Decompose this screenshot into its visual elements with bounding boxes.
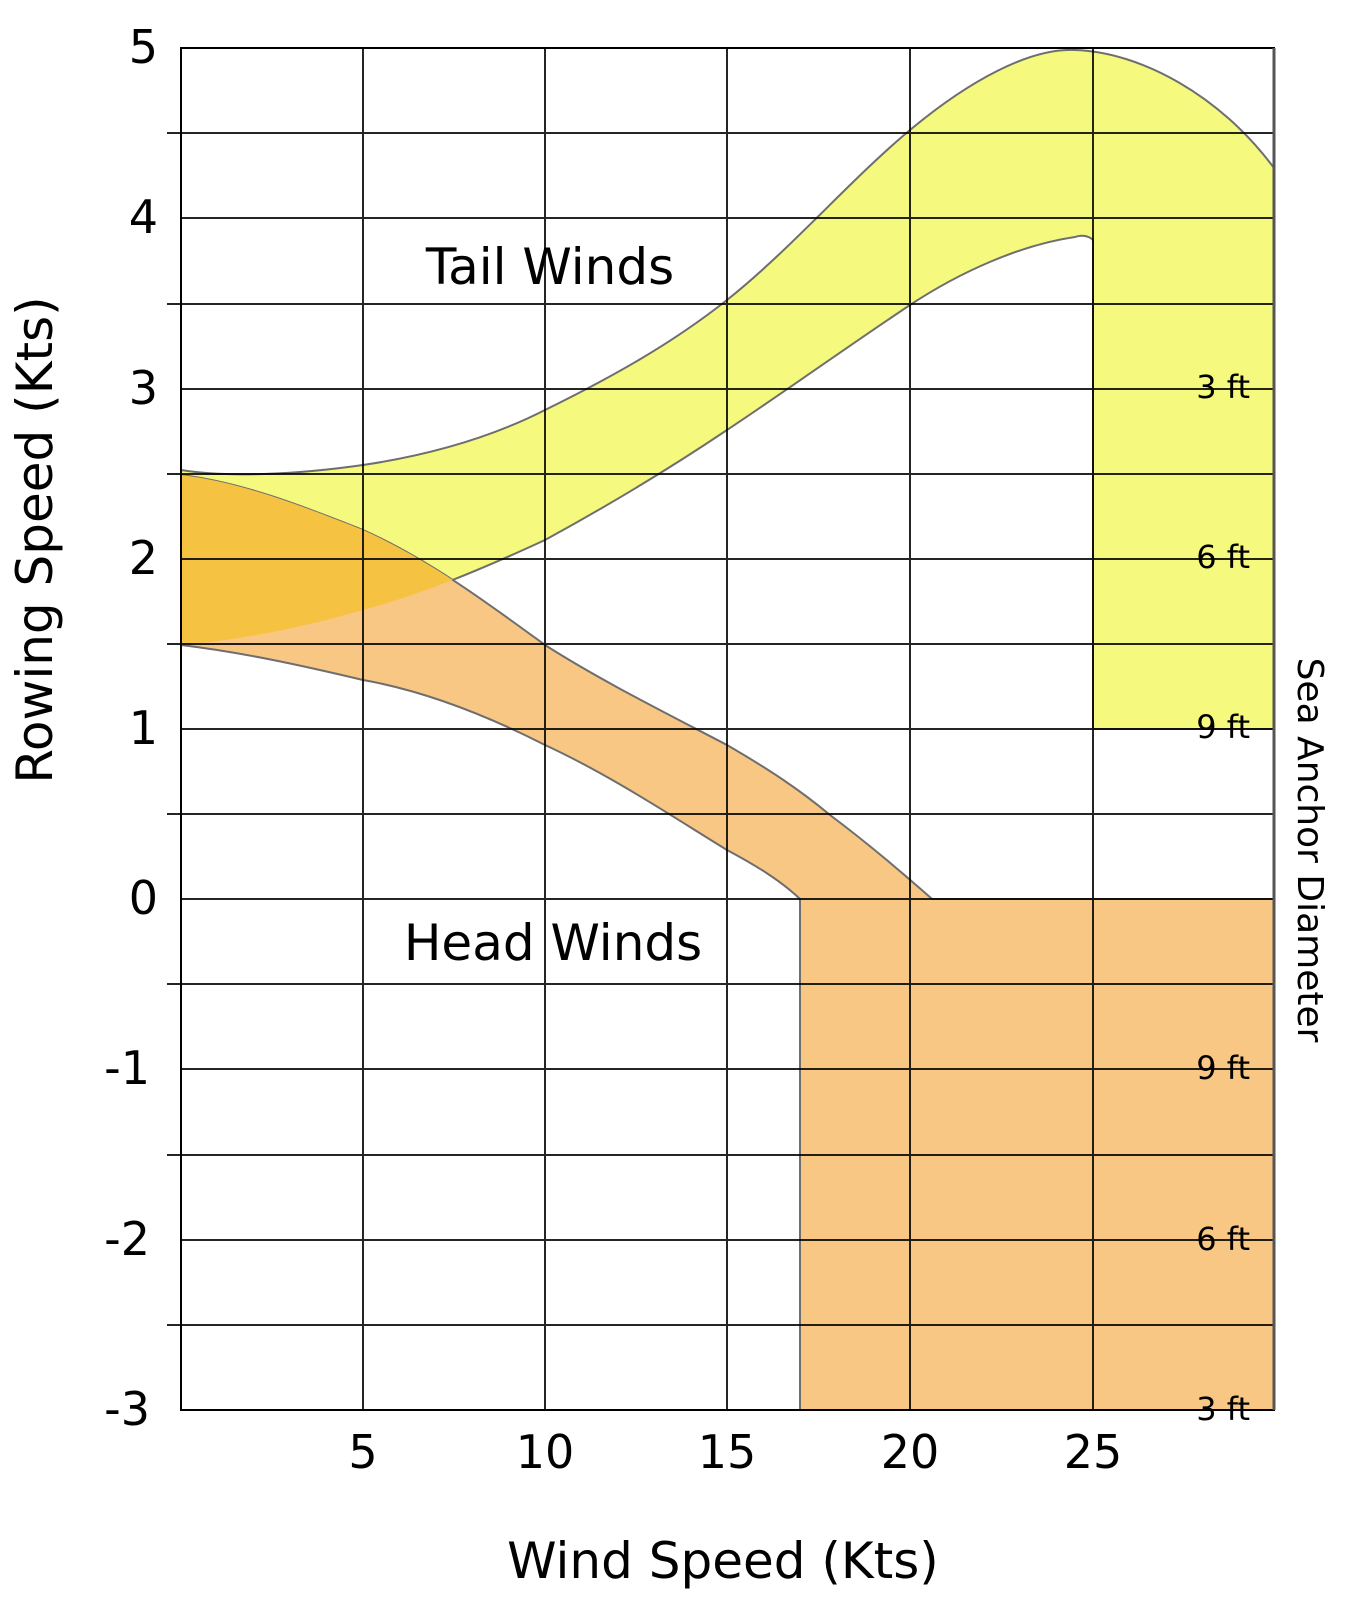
y-tick: 3 <box>129 361 158 415</box>
y-tick: 5 <box>129 20 158 74</box>
y-tick: -2 <box>104 1212 150 1266</box>
anchor-label-head-3ft: 3 ft <box>1196 1390 1250 1428</box>
anchor-label-tail-3ft: 3 ft <box>1196 368 1250 406</box>
y-tick: 2 <box>129 531 158 585</box>
y-tick: 4 <box>129 190 158 244</box>
x-tick: 20 <box>881 1425 940 1479</box>
x-tick: 5 <box>348 1425 377 1479</box>
x-axis-title: Wind Speed (Kts) <box>507 1532 939 1590</box>
x-tick: 10 <box>516 1425 575 1479</box>
anchor-label-tail-9ft: 9 ft <box>1196 708 1250 746</box>
x-tick: 15 <box>698 1425 757 1479</box>
grid <box>167 48 1274 1410</box>
y-tick: -1 <box>104 1041 150 1095</box>
y-tick: -3 <box>104 1382 150 1436</box>
x-axis-ticks: 5 10 15 20 25 <box>348 1425 1122 1479</box>
tail-winds-label: Tail Winds <box>425 238 674 296</box>
head-winds-label: Head Winds <box>404 914 702 972</box>
sea-anchor-labels: 3 ft 6 ft 9 ft 9 ft 6 ft 3 ft <box>1196 368 1250 1428</box>
x-tick: 25 <box>1064 1425 1123 1479</box>
anchor-label-head-6ft: 6 ft <box>1196 1220 1250 1258</box>
sea-anchor-axis-title: Sea Anchor Diameter <box>1289 658 1330 1043</box>
y-tick: 0 <box>129 871 158 925</box>
y-axis-title: Rowing Speed (Kts) <box>6 296 64 783</box>
y-axis-ticks: 5 4 3 2 1 0 -1 -2 -3 <box>104 20 158 1436</box>
anchor-label-head-9ft: 9 ft <box>1196 1049 1250 1087</box>
y-tick: 1 <box>129 701 158 755</box>
anchor-label-tail-6ft: 6 ft <box>1196 538 1250 576</box>
